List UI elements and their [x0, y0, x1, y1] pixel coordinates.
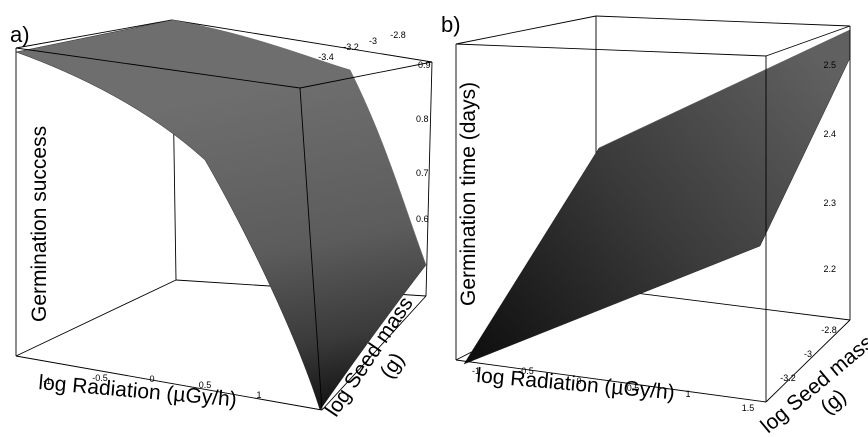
panel-a-x-tick: -0.5	[92, 373, 108, 383]
panel-b-z-tick: 2.2	[823, 264, 836, 274]
panel-a-x-tick: 1	[256, 390, 261, 400]
panel-b-y-tick: -2.8	[821, 325, 837, 335]
panel-a-x-tick: 0.5	[199, 380, 212, 390]
panel-a-y-tick: -2.8	[390, 30, 406, 40]
panel-a-y-tick: -3.4	[318, 52, 334, 62]
panel-b-box-edge	[455, 15, 597, 45]
panel-b-box-edge	[455, 43, 767, 57]
panel-a-box-edge	[171, 19, 433, 63]
panel-a-y-tick: -3.2	[343, 42, 359, 52]
panel-b-box-edge	[765, 25, 851, 57]
panel-b-surface-edge	[598, 29, 851, 149]
panel-a: a) -1 -0.5 0 0.5 1 -3.4 -3.2 -3 -2.8 0.9…	[10, 19, 433, 421]
panel-b-label: b)	[441, 12, 461, 37]
panel-b-z-label: Germination time (days)	[457, 82, 480, 306]
panel-b-y-label-line1: log Seed mass	[756, 331, 868, 437]
panel-a-box-edge	[15, 19, 173, 49]
panel-b-x-tick: 0.5	[627, 383, 640, 393]
panel-b-surface	[463, 29, 851, 365]
panel-b-x-label: log Radiation (µGy/h)	[476, 364, 676, 404]
panel-a-y-tick: -3	[369, 36, 377, 46]
panel-b-x-tick: -0.5	[518, 366, 534, 376]
panel-b-y-label: log Seed mass (g)	[756, 327, 868, 437]
panel-b-box-edge	[595, 15, 851, 27]
panel-a-box-edge	[15, 279, 177, 357]
panel-a-box-edge	[15, 47, 301, 89]
panel-b-z-tick: 2.5	[823, 60, 836, 70]
panel-b-y-tick: -3	[804, 349, 812, 359]
panel-a-z-label: Germination success	[28, 126, 51, 322]
panel-a-x-tick: -1	[43, 376, 51, 386]
panel-a-label: a)	[10, 22, 30, 47]
panel-a-z-tick: 0.7	[416, 168, 429, 178]
panel-a-box-edge	[321, 295, 427, 411]
panel-b-box-edge	[765, 319, 851, 403]
panel-b-z-tick: 2.4	[823, 129, 836, 139]
panel-a-box-edge	[299, 61, 433, 89]
panel-a-surface-ridge	[171, 19, 427, 266]
panel-b: b) -1 -0.5 0 0.5 1 1.5 -3.2 -3 -2.8 2.5 …	[441, 12, 868, 437]
panel-b-x-tick: -1	[472, 366, 480, 376]
panel-b-x-tick: 1.5	[742, 403, 755, 413]
panel-b-y-tick: -3.2	[780, 373, 796, 383]
panel-a-z-tick: 0.8	[416, 114, 429, 124]
panel-a-box-edge	[425, 61, 433, 297]
panel-a-z-tick: 0.9	[418, 60, 431, 70]
panel-b-x-tick: 0	[576, 376, 581, 386]
panel-a-x-tick: 0	[149, 374, 154, 384]
panel-a-box-edge	[299, 87, 323, 411]
panel-b-z-tick: 2.3	[823, 198, 836, 208]
panel-a-box-edge	[15, 355, 323, 411]
panel-b-x-tick: 1	[685, 389, 690, 399]
panel-b-box-edge	[455, 359, 767, 403]
panel-a-z-tick: 0.6	[416, 214, 429, 224]
